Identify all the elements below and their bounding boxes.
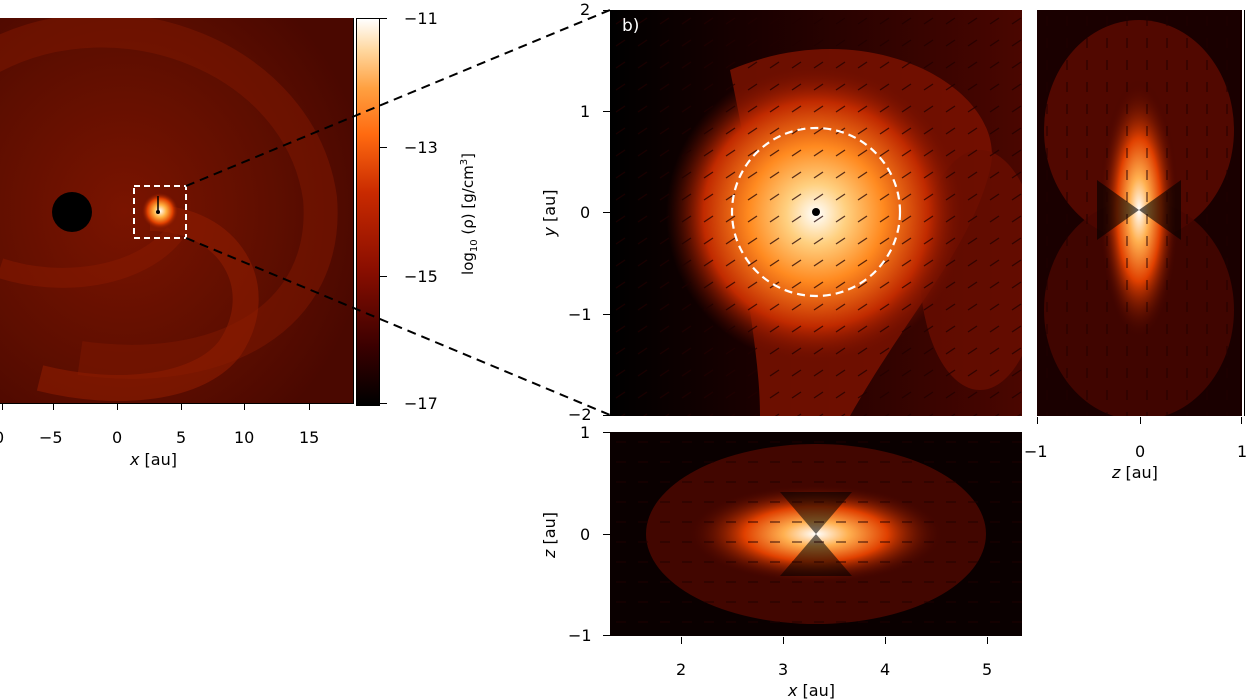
zoom-box — [133, 185, 187, 239]
panel-xz-xtick-label: 3 — [778, 660, 789, 679]
panel-xz-xtick — [681, 637, 682, 644]
panel-xz-ytick-label: 1 — [580, 423, 591, 442]
panel-zy-colorbar-edge — [1244, 10, 1250, 416]
panel-b-ytick — [603, 111, 610, 112]
colorbar-label: log10 (ρ) [g/cm3] — [459, 153, 480, 275]
panel-a-xtick-label: 5 — [176, 428, 187, 447]
panel-b-ytick-label: 0 — [580, 203, 591, 222]
colorbar-tick-label: −11 — [404, 9, 438, 28]
panel-xz-xlabel: x [au] — [788, 681, 835, 700]
colorbar-tick — [380, 403, 387, 404]
panel-a-xtick — [53, 404, 54, 410]
colorbar-tick — [380, 276, 387, 277]
panel-b-ytick-label: 1 — [580, 102, 591, 121]
colorbar-tick-label: −15 — [404, 267, 438, 286]
hill-sphere-circle — [730, 126, 902, 298]
panel-zy-xtick-label: 1 — [1237, 442, 1248, 461]
panel-b-ylabel: y [au] — [540, 189, 559, 237]
planet-sink — [812, 208, 820, 216]
panel-a-xlabel: x [au] — [130, 450, 177, 469]
panel-b-image — [610, 10, 1022, 416]
panel-xz-map — [610, 432, 1022, 636]
panel-a-right-spine — [353, 18, 354, 404]
panel-b-ytick-label: −1 — [568, 305, 592, 324]
panel-a-xtick-label: 0 — [0, 430, 4, 446]
panel-b-ytick-label: −2 — [568, 405, 592, 424]
planet-hotspot — [142, 193, 178, 229]
panel-b-ytick — [603, 415, 610, 416]
panel-b-ytick — [603, 314, 610, 315]
panel-zy-xlabel: z [au] — [1112, 463, 1158, 482]
panel-a-xtick — [181, 404, 182, 410]
panel-a-xtick-label: 10 — [234, 428, 255, 447]
panel-xz-image — [610, 432, 1022, 636]
colorbar-tick — [380, 147, 387, 148]
panel-a-xtick-label: 15 — [299, 428, 320, 447]
panel-zy-xtick-label: −1 — [1024, 442, 1048, 461]
panel-a-bottom-spine — [0, 403, 354, 404]
panel-b-ytick-label: 2 — [580, 0, 591, 19]
panel-zy-xtick — [1037, 417, 1038, 424]
panel-xz-xtick — [783, 637, 784, 644]
panel-xz-ytick — [603, 635, 610, 636]
panel-a-xtick — [117, 404, 118, 410]
colorbar-tick-label: −13 — [404, 138, 438, 157]
panel-xz-xtick-label: 5 — [982, 660, 993, 679]
panel-zy-image — [1037, 10, 1242, 416]
panel-a-density-map — [0, 18, 354, 404]
panel-xz-ylabel: z [au] — [540, 512, 559, 558]
colorbar-tick-label: −17 — [404, 394, 438, 413]
panel-b-label: b) — [622, 16, 640, 36]
panel-zy-map — [1037, 10, 1242, 416]
panel-a-xtick-label: 0 — [112, 428, 123, 447]
panel-xz-xtick — [987, 637, 988, 644]
panel-zy-xtick — [1140, 417, 1141, 424]
panel-xz-ytick-label: 0 — [580, 525, 591, 544]
panel-a-xtick — [2, 404, 3, 410]
panel-xz-xtick-label: 4 — [880, 660, 891, 679]
panel-xz-ytick — [603, 432, 610, 433]
panel-xz-ytick-label: −1 — [568, 626, 592, 645]
central-star-sink — [52, 192, 92, 232]
panel-b-ytick — [603, 10, 610, 11]
colorbar — [356, 18, 380, 406]
panel-xz-xtick — [885, 637, 886, 644]
panel-xz-ytick — [603, 534, 610, 535]
panel-zy-xtick-label: 0 — [1135, 442, 1146, 461]
panel-a-xtick — [309, 404, 310, 410]
panel-a-xtick-label: −5 — [39, 428, 63, 447]
panel-a-xtick — [244, 404, 245, 410]
panel-b-xy-map — [610, 10, 1022, 416]
panel-xz-xtick-label: 2 — [676, 660, 687, 679]
panel-b-ytick — [603, 212, 610, 213]
panel-a-image — [0, 18, 354, 404]
colorbar-tick — [380, 18, 387, 19]
panel-zy-xtick — [1241, 417, 1242, 424]
